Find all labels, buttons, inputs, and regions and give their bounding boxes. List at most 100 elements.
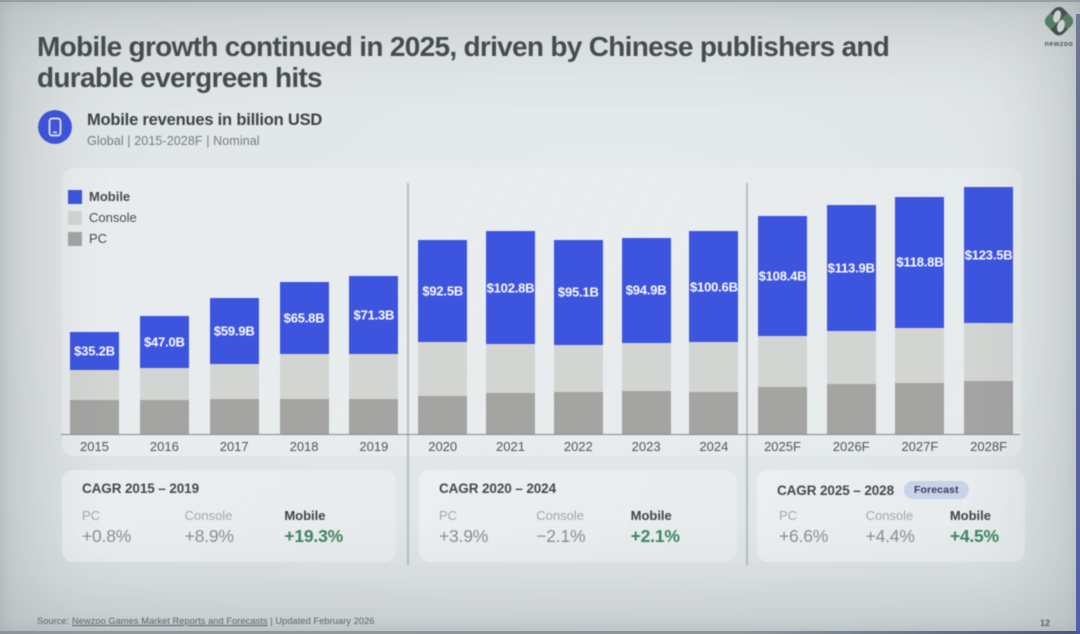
bar-2022: $95.1B <box>553 239 603 434</box>
bar-2021: $102.8B <box>486 230 535 434</box>
segment-pc <box>349 398 399 434</box>
source-note: Source: Newzoo Games Market Reports and … <box>37 616 375 626</box>
x-axis-label: 2024 <box>699 439 729 454</box>
photo-edge-bottom <box>0 631 1080 634</box>
bar-2020: $92.5B <box>418 240 468 434</box>
cagr-panel-1: CAGR 2015 – 2019 PC +0.8% Console +8.9% Mobil… <box>62 470 396 562</box>
cagr-stat-pc: PC +3.9% <box>439 508 536 547</box>
segment-mobile: $100.6B <box>689 231 739 343</box>
segment-console <box>349 354 399 399</box>
segment-pc <box>553 392 603 434</box>
cagr-stat-pc: PC +0.8% <box>82 508 185 547</box>
x-axis-label: 2028F <box>970 439 1008 454</box>
cagr-stat-value: +6.6% <box>779 526 829 546</box>
x-axis-label: 2020 <box>428 439 458 454</box>
segment-console <box>689 342 739 392</box>
segment-pc <box>895 383 945 434</box>
segment-mobile: $71.3B <box>349 275 399 355</box>
bar-2026F: $113.9B <box>826 205 876 434</box>
cagr-stat-label: PC <box>82 508 101 523</box>
chart-legend: Mobile Console PC <box>68 186 137 249</box>
cagr-stat-label: Mobile <box>284 508 326 523</box>
segment-mobile: $113.9B <box>826 205 876 332</box>
cagr-stat-console: Console −2.1% <box>536 508 630 547</box>
cagr-stat-value: +3.9% <box>439 526 489 546</box>
cagr-stat-value: +0.8% <box>82 526 132 546</box>
cagr-stat-label: Console <box>536 508 584 523</box>
segment-console <box>826 331 876 385</box>
legend-label: Mobile <box>89 189 131 204</box>
legend-item-pc: PC <box>68 228 137 249</box>
segment-pc <box>826 384 876 434</box>
x-axis-line <box>61 433 1020 435</box>
bar-value-label: $65.8B <box>283 310 325 326</box>
bar-value-label: $118.8B <box>896 254 944 270</box>
bar-value-label: $94.9B <box>625 282 667 298</box>
segment-console <box>209 363 259 400</box>
bar-2019: $71.3B <box>349 275 399 434</box>
segment-pc <box>758 387 807 434</box>
bar-value-label: $95.1B <box>557 284 599 300</box>
bar-2028F: $123.5B <box>964 187 1014 434</box>
segment-console <box>621 342 671 392</box>
cagr-stat-label: PC <box>779 508 798 523</box>
forecast-badge: Forecast <box>903 481 969 499</box>
legend-swatch-console <box>68 210 82 225</box>
segment-console <box>895 327 945 384</box>
legend-swatch-mobile <box>68 189 82 204</box>
bar-2024: $100.6B <box>689 231 739 434</box>
x-axis-label: 2021 <box>496 439 525 454</box>
segment-console <box>964 323 1014 381</box>
cagr-stat-value: −2.1% <box>536 526 586 546</box>
cagr-stat-mobile: Mobile +2.1% <box>631 508 725 547</box>
segment-pc <box>209 399 259 434</box>
segment-pc <box>418 395 468 434</box>
segment-console <box>418 342 468 396</box>
bar-2025F: $108.4B <box>758 215 807 434</box>
cagr-stat-mobile: Mobile +4.5% <box>950 508 1013 547</box>
cagr-stat-label: Console <box>184 508 233 523</box>
segment-pc <box>279 398 329 434</box>
chart-card <box>62 168 1022 456</box>
page-number: 12 <box>1040 618 1051 628</box>
cagr-stat-value: +2.1% <box>630 526 680 546</box>
cagr-panel-3: CAGR 2025 – 2028 Forecast PC +6.6% Console +4… <box>757 470 1025 562</box>
segment-mobile: $59.9B <box>209 297 259 364</box>
bar-2018: $65.8B <box>279 281 329 434</box>
photo-edge-right <box>1076 14 1080 634</box>
legend-label: Console <box>89 210 137 225</box>
x-axis-label: 2022 <box>563 439 593 454</box>
cagr-stat-value: +4.4% <box>865 526 915 546</box>
cagr-stat-label: Mobile <box>630 508 672 523</box>
cagr-panel-heading: CAGR 2015 – 2019 <box>82 481 199 496</box>
segment-mobile: $108.4B <box>758 215 807 336</box>
newzoo-logo-text: newzoo <box>1045 41 1074 48</box>
bar-value-label: $102.8B <box>486 280 535 296</box>
cagr-panel-heading: CAGR 2025 – 2028 <box>777 482 894 498</box>
x-axis-label: 2023 <box>631 439 661 454</box>
legend-swatch-pc <box>68 231 82 246</box>
segment-mobile: $65.8B <box>279 281 329 355</box>
bar-2023: $94.9B <box>621 237 671 434</box>
slide-title-line2: durable evergreen hits <box>37 62 323 93</box>
segment-mobile: $35.2B <box>70 331 119 371</box>
segment-pc <box>70 399 119 434</box>
cagr-stat-console: Console +4.4% <box>866 508 950 547</box>
bar-value-label: $59.9B <box>213 323 255 339</box>
cagr-panel-2: CAGR 2020 – 2024 PC +3.9% Console −2.1% Mobil… <box>419 470 737 562</box>
segment-pc <box>621 391 671 434</box>
cagr-stat-value: +4.5% <box>949 526 999 546</box>
newzoo-logo: newzoo <box>1042 4 1076 48</box>
chart-subtitle: Global | 2015-2028F | Nominal <box>87 134 260 148</box>
legend-item-mobile: Mobile <box>68 186 137 207</box>
source-suffix: | Updated February 2026 <box>267 616 375 626</box>
x-axis-label: 2015 <box>80 439 109 454</box>
source-link[interactable]: Newzoo Games Market Reports and Forecast… <box>72 616 268 626</box>
x-axis-label: 2016 <box>149 439 179 454</box>
bar-value-label: $92.5B <box>422 283 464 299</box>
x-axis-label: 2019 <box>359 439 389 454</box>
bar-value-label: $47.0B <box>143 334 185 350</box>
segment-mobile: $47.0B <box>139 316 189 369</box>
x-axis-label: 2025F <box>764 439 801 454</box>
